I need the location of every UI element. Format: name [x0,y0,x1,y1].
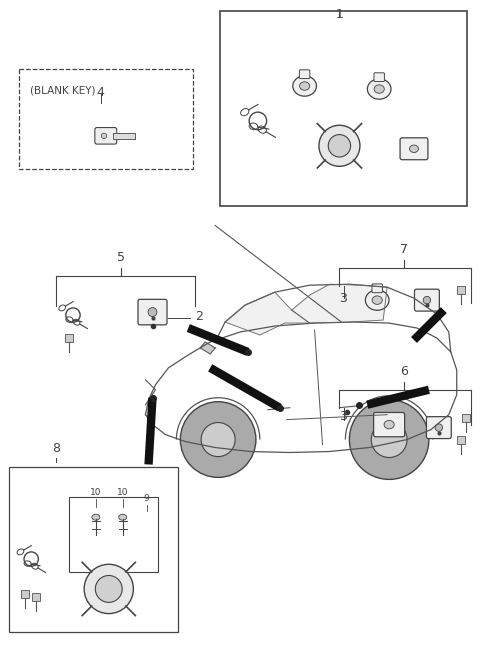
Ellipse shape [409,145,419,153]
Ellipse shape [435,424,443,431]
Text: 7: 7 [400,243,408,257]
Ellipse shape [300,82,310,90]
Text: 4: 4 [97,86,105,99]
Text: 6: 6 [400,365,408,378]
Text: 10: 10 [90,488,102,497]
Circle shape [371,421,407,458]
Ellipse shape [328,135,350,157]
Bar [220,11,467,206]
Ellipse shape [367,79,391,99]
Ellipse shape [101,133,107,139]
Bar [21,590,29,598]
Ellipse shape [423,296,431,304]
FancyBboxPatch shape [415,289,439,311]
Bar [462,413,469,421]
Bar [457,286,465,294]
Ellipse shape [96,576,122,602]
Text: 9: 9 [144,494,149,503]
Text: 5: 5 [117,251,125,264]
Text: 10: 10 [117,488,129,497]
Ellipse shape [319,125,360,166]
Polygon shape [225,292,310,335]
Ellipse shape [119,515,127,520]
Bar [69,497,158,572]
Text: 8: 8 [52,442,60,454]
Ellipse shape [148,308,157,317]
Bar [65,334,73,342]
Ellipse shape [84,564,133,614]
Ellipse shape [92,515,100,520]
FancyBboxPatch shape [300,70,310,78]
Text: 2: 2 [195,310,203,322]
Circle shape [201,423,235,456]
Circle shape [180,402,256,478]
Ellipse shape [372,296,382,304]
Ellipse shape [293,76,316,96]
Bar [457,436,465,444]
FancyBboxPatch shape [372,284,383,293]
Text: 3: 3 [339,409,348,423]
Bar [9,468,179,632]
Text: 1: 1 [336,8,343,21]
Ellipse shape [374,85,384,93]
FancyBboxPatch shape [374,73,384,82]
FancyBboxPatch shape [426,417,451,439]
Ellipse shape [365,290,389,310]
Polygon shape [200,342,215,354]
Text: (BLANK KEY): (BLANK KEY) [30,85,96,95]
Bar [32,593,40,601]
FancyBboxPatch shape [400,138,428,159]
Bar [19,69,193,169]
Text: 3: 3 [339,292,348,305]
FancyBboxPatch shape [373,413,405,437]
FancyBboxPatch shape [138,299,167,325]
Ellipse shape [384,420,394,429]
Polygon shape [292,284,387,323]
Circle shape [349,400,429,480]
FancyBboxPatch shape [95,127,117,144]
Bar [113,133,135,139]
